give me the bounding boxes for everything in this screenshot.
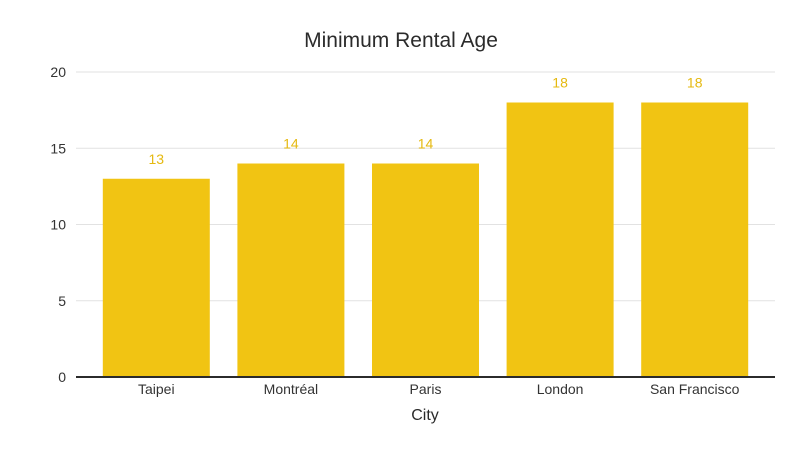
data-labels: 13 14 14 18 18: [149, 75, 703, 167]
x-axis-title: City: [411, 407, 439, 424]
data-label: 14: [283, 136, 299, 152]
y-axis-ticks: 0 5 10 15 20: [50, 64, 66, 385]
bar-montr-al: [237, 163, 345, 377]
bar-san-francisco: [641, 102, 749, 377]
bar-london: [506, 102, 614, 377]
x-tick-label: San Francisco: [650, 381, 740, 397]
x-axis-ticks: Taipei Montréal Paris London San Francisco: [138, 381, 740, 397]
bar-taipei: [102, 178, 210, 377]
x-tick-label: London: [537, 381, 584, 397]
bar-paris: [372, 163, 479, 377]
y-tick-label: 20: [50, 64, 66, 80]
chart-title: Minimum Rental Age: [304, 29, 498, 52]
y-tick-label: 15: [50, 140, 66, 156]
data-label: 13: [149, 151, 165, 167]
y-tick-label: 5: [58, 293, 66, 309]
x-tick-label: Paris: [410, 381, 442, 397]
y-tick-label: 10: [50, 217, 66, 233]
x-tick-label: Montréal: [264, 381, 318, 397]
data-label: 14: [418, 136, 434, 152]
data-label: 18: [687, 75, 703, 91]
bars: [102, 102, 749, 377]
y-tick-label: 0: [58, 369, 66, 385]
data-label: 18: [552, 75, 568, 91]
x-tick-label: Taipei: [138, 381, 175, 397]
